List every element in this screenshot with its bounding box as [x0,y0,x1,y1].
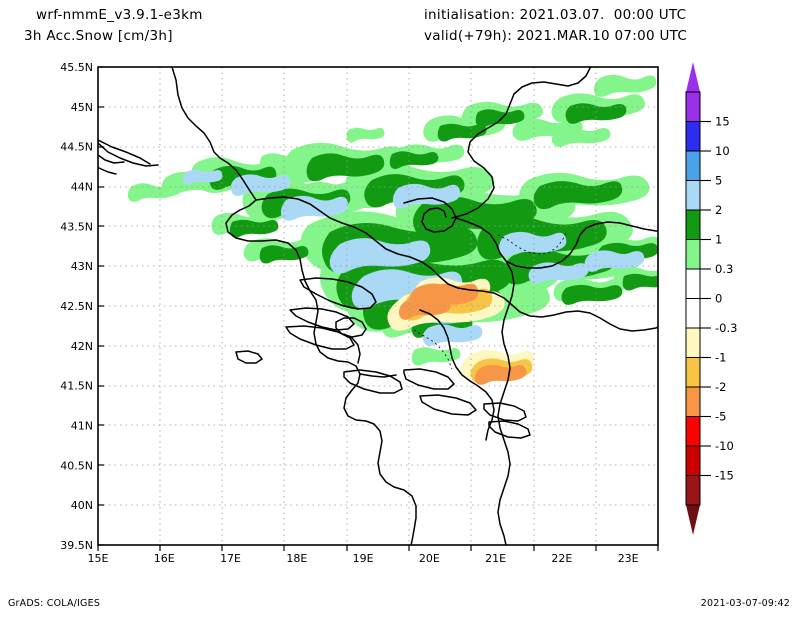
colorbar-band [686,357,700,388]
precip-field [127,74,658,385]
model-title: wrf-nmmE_v3.9.1-e3km [36,7,203,23]
colorbar-tick-label: 0 [715,292,722,306]
latitude-tick-label: 43.5N [60,220,93,233]
colorbar-tick-label: 5 [715,174,722,188]
latitude-tick-label: 40N [71,499,93,512]
latitude-tick-label: 40.5N [60,459,93,472]
longitude-tick-label: 22E [551,552,572,565]
colorbar-bottom-arrow [686,505,700,535]
colorbar-band [686,151,700,181]
initialisation-time: initialisation: 2021.03.07. 00:00 UTC [424,7,687,23]
longitude-tick-label: 16E [154,552,175,565]
colorbar-band [686,298,700,329]
latitude-tick-label: 43N [71,260,93,273]
colorbar-tick-label: 0.3 [715,262,733,276]
latitude-tick-label: 44.5N [60,141,93,154]
longitude-tick-label: 15E [88,552,109,565]
colorbar-band [686,210,700,240]
field-title: 3h Acc.Snow [cm/3h] [24,28,173,44]
colorbar-band [686,239,700,270]
colorbar-tick-label: 1 [715,233,722,247]
colorbar-tick-label: -1 [715,351,726,365]
latitude-tick-label: 42.5N [60,300,93,313]
latitude-tick-label: 39.5N [60,539,93,552]
colorbar-tick-label: 15 [715,115,730,129]
valid-time: valid(+79h): 2021.MAR.10 07:00 UTC [424,28,688,44]
latitude-axis-labels: 39.5N 40N 40.5N 41N 41.5N 42N 42.5N 43N 43.5N 44N… [60,61,93,552]
longitude-tick-label: 18E [286,552,307,565]
longitude-tick-label: 19E [353,552,374,565]
colorbar-tick-label: -0.3 [715,321,737,335]
latitude-tick-label: 41.5N [60,380,93,393]
render-timestamp: 2021-03-07-09:42 [700,598,790,609]
colorbar-band [686,92,700,122]
colorbar-tick-label: 10 [715,144,730,158]
colorbar: 15 10 5 2 1 0.3 0 -0.3 -1 -2 -5 -10 -15 [685,62,737,535]
longitude-tick-label: 17E [220,552,241,565]
latitude-tick-label: 42N [71,340,93,353]
colorbar-band [686,328,700,358]
internal-admin-borders [413,232,567,370]
longitude-tick-label: 23E [618,552,639,565]
longitude-axis-labels: 15E 16E 17E 18E 19E 20E 21E 22E 23E [88,552,639,565]
colorbar-band [686,416,700,447]
colorbar-tick-label: -5 [715,410,726,424]
colorbar-tick-label: 2 [715,203,722,217]
colorbar-band [686,180,700,211]
colorbar-tick-label: -15 [715,469,734,483]
colorbar-top-arrow [686,62,700,92]
colorbar-band [686,475,700,506]
latitude-tick-label: 41N [71,420,93,433]
latitude-tick-label: 44N [71,181,93,194]
colorbar-tick-label: -10 [715,439,734,453]
longitude-tick-label: 20E [419,552,440,565]
latitude-tick-label: 45N [71,101,93,114]
coastline-and-borders [98,67,658,545]
colorbar-band [686,446,700,476]
colorbar-band [686,121,700,152]
axis-ticks [97,66,659,551]
grads-credit: GrADS: COLA/IGES [8,598,101,609]
longitude-tick-label: 21E [485,552,506,565]
latitude-tick-label: 45.5N [60,61,93,74]
colorbar-band [686,387,700,417]
colorbar-tick-label: -2 [715,380,726,394]
colorbar-band [686,269,700,299]
